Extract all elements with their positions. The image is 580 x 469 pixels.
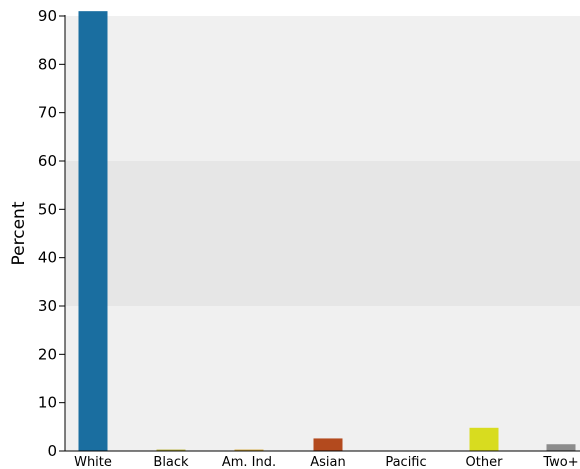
x-tick-label-5: Other [466,455,504,469]
x-tick-label-6: Two+ [542,455,578,469]
x-tick-label-1: Black [153,455,189,469]
x-tick-label-0: White [74,455,112,469]
y-ticks: 0 10 20 30 40 50 60 70 80 90 [38,7,65,460]
bar-asian [314,438,343,451]
band-2 [65,16,580,161]
bar-white [79,11,108,451]
y-tick-label-50: 50 [38,200,57,218]
x-tick-label-2: Am. Ind. [222,455,276,469]
y-tick-label-60: 60 [38,152,57,170]
y-tick-label-30: 30 [38,297,57,315]
y-tick-label-40: 40 [38,249,57,267]
y-axis-title: Percent [9,201,29,265]
bar-other [470,428,499,451]
background-bands [65,16,580,451]
x-tick-labels: White Black Am. Ind. Asian Pacific Other Two+ [74,455,579,469]
y-tick-label-80: 80 [38,55,57,73]
x-tick-label-3: Asian [310,455,345,469]
y-tick-label-70: 70 [38,104,57,122]
y-tick-label-10: 10 [38,394,57,412]
y-tick-label-20: 20 [38,345,57,363]
bar-two [547,444,576,451]
band-0 [65,306,580,451]
y-tick-label-90: 90 [38,7,57,25]
band-1 [65,161,580,306]
y-tick-label-0: 0 [47,442,57,460]
x-tick-label-4: Pacific [385,455,426,469]
